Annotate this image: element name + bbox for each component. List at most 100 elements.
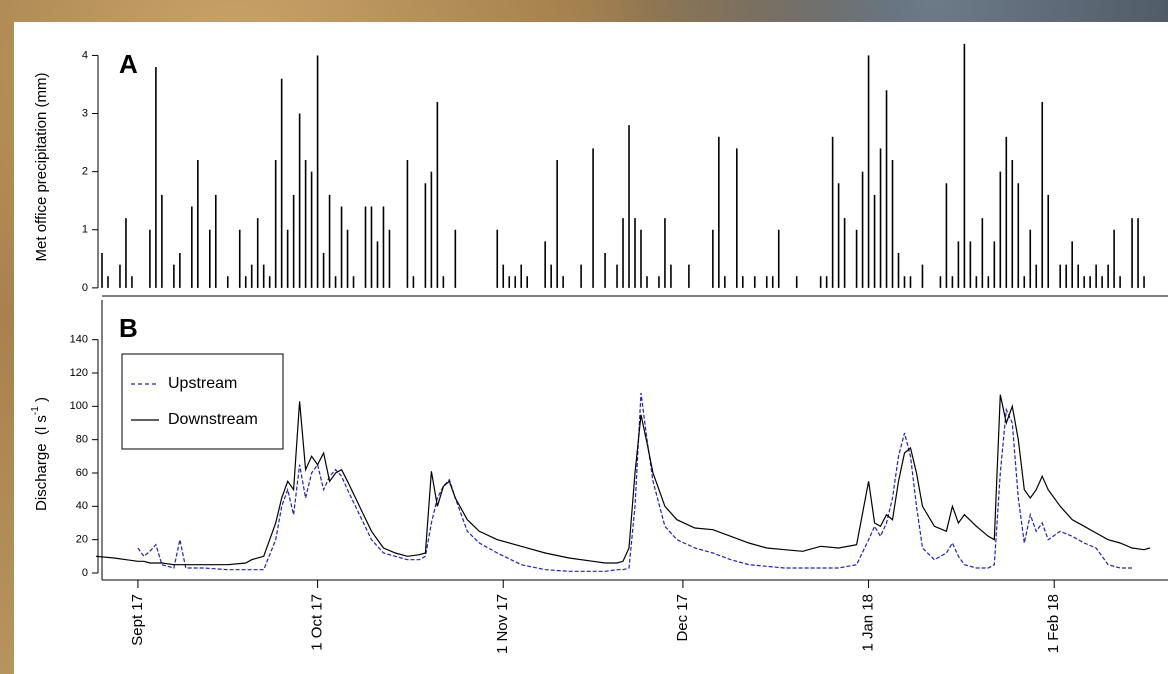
bar bbox=[940, 276, 942, 288]
bar bbox=[281, 79, 283, 288]
bar bbox=[1143, 276, 1145, 288]
bar bbox=[742, 276, 744, 288]
bar bbox=[305, 160, 307, 288]
bar bbox=[365, 207, 367, 288]
y-axis-label-text: Discharge (l s bbox=[33, 415, 50, 511]
bar bbox=[1006, 137, 1008, 288]
bar bbox=[1041, 102, 1043, 288]
bar bbox=[628, 125, 630, 288]
bar bbox=[862, 172, 864, 288]
x-tick-label: 1 Feb 18 bbox=[1045, 594, 1062, 653]
bar bbox=[874, 195, 876, 288]
bar bbox=[514, 276, 516, 288]
bar bbox=[371, 207, 373, 288]
bar bbox=[179, 253, 181, 288]
bar bbox=[898, 253, 900, 288]
bar bbox=[275, 160, 277, 288]
bar bbox=[496, 230, 498, 288]
bar bbox=[293, 195, 295, 288]
x-tick-label: 1 Nov 17 bbox=[494, 594, 511, 654]
y-tick-label: 1 bbox=[82, 224, 88, 236]
bar bbox=[1023, 276, 1025, 288]
bar bbox=[299, 114, 301, 288]
bar bbox=[119, 265, 121, 288]
y-tick-label: 0 bbox=[82, 282, 88, 294]
bar bbox=[754, 276, 756, 288]
bar bbox=[622, 218, 624, 288]
bar bbox=[982, 218, 984, 288]
bar bbox=[880, 148, 882, 287]
bar bbox=[502, 265, 504, 288]
y-tick-label: 100 bbox=[70, 400, 88, 412]
bar bbox=[347, 230, 349, 288]
bar bbox=[856, 230, 858, 288]
panel-label: B bbox=[119, 313, 138, 343]
legend-label: Upstream bbox=[168, 375, 237, 392]
bar bbox=[904, 276, 906, 288]
bar bbox=[1029, 230, 1031, 288]
page: 01234Met office precipitation (mm)A02040… bbox=[0, 0, 1168, 674]
bar bbox=[425, 183, 427, 288]
bar bbox=[826, 276, 828, 288]
x-tick-label: 1 Jan 18 bbox=[860, 594, 877, 652]
bar bbox=[970, 241, 972, 287]
legend-box bbox=[122, 354, 283, 449]
bar bbox=[964, 44, 966, 288]
bar bbox=[161, 195, 163, 288]
bar bbox=[1101, 276, 1103, 288]
bar bbox=[664, 218, 666, 288]
bar bbox=[1011, 160, 1013, 288]
bar bbox=[1059, 265, 1061, 288]
legend-label: Downstream bbox=[168, 411, 258, 428]
y-axis-label: Discharge (l s-1 ) bbox=[30, 397, 50, 511]
bar bbox=[191, 207, 193, 288]
bar bbox=[383, 207, 385, 288]
bar bbox=[317, 55, 319, 287]
y-tick-label: 20 bbox=[76, 534, 88, 546]
bar bbox=[922, 265, 924, 288]
y-tick-label: 40 bbox=[76, 500, 88, 512]
bar bbox=[550, 265, 552, 288]
bar bbox=[329, 195, 331, 288]
bar bbox=[646, 276, 648, 288]
bar bbox=[1137, 218, 1139, 288]
y-tick-label: 60 bbox=[76, 467, 88, 479]
bar bbox=[125, 218, 127, 288]
bar bbox=[508, 276, 510, 288]
bar bbox=[820, 276, 822, 288]
y-tick-label: 140 bbox=[70, 334, 88, 346]
bar bbox=[155, 67, 157, 288]
bar bbox=[389, 230, 391, 288]
x-tick-label: Dec 17 bbox=[674, 594, 691, 642]
x-tick-label: 1 Oct 17 bbox=[309, 594, 326, 651]
bar bbox=[886, 90, 888, 288]
bar bbox=[988, 276, 990, 288]
bar bbox=[910, 276, 912, 288]
bar bbox=[718, 137, 720, 288]
bar bbox=[766, 276, 768, 288]
panel-label: A bbox=[119, 49, 138, 79]
bar bbox=[239, 230, 241, 288]
bar bbox=[994, 241, 996, 287]
bar bbox=[341, 207, 343, 288]
bar bbox=[526, 276, 528, 288]
bar bbox=[1119, 276, 1121, 288]
bar bbox=[958, 241, 960, 287]
bar bbox=[616, 265, 618, 288]
bar bbox=[952, 276, 954, 288]
y-tick-label: 0 bbox=[82, 567, 88, 579]
bar bbox=[251, 265, 253, 288]
bar bbox=[287, 230, 289, 288]
y-axis-label: Met office precipitation (mm) bbox=[33, 73, 50, 262]
bar bbox=[1113, 230, 1115, 288]
bar bbox=[1107, 265, 1109, 288]
bar bbox=[1131, 218, 1133, 288]
bar bbox=[131, 276, 133, 288]
bar bbox=[688, 265, 690, 288]
y-tick-label: 120 bbox=[70, 367, 88, 379]
bar bbox=[772, 276, 774, 288]
bar bbox=[311, 172, 313, 288]
y-tick-label: 4 bbox=[82, 49, 88, 61]
bar bbox=[101, 253, 103, 288]
bar bbox=[562, 276, 564, 288]
